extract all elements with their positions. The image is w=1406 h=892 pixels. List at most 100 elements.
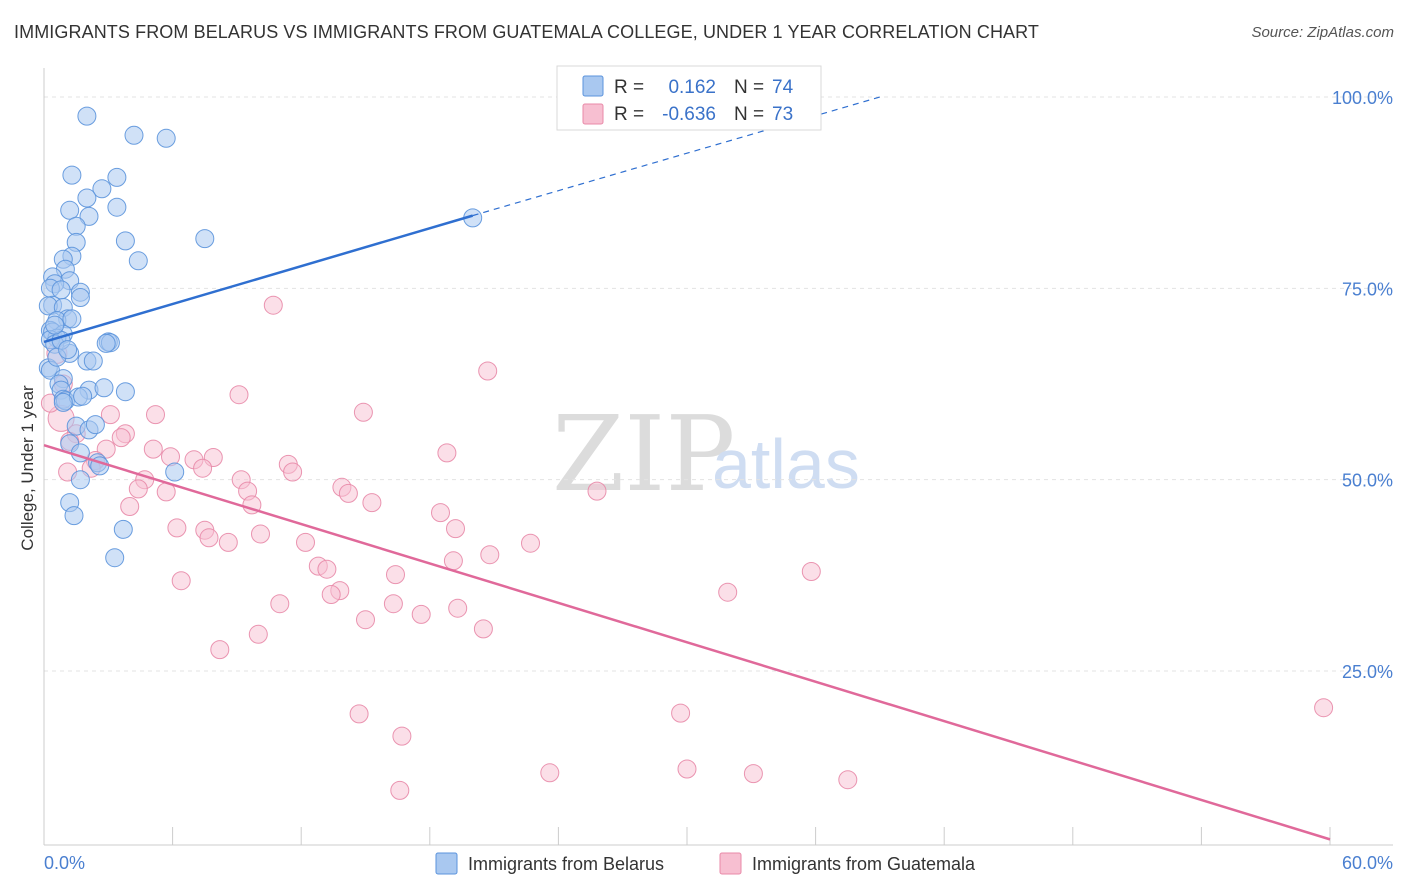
belarus-point (70, 288, 90, 307)
guatemala-point (321, 585, 341, 604)
belarus-point (64, 506, 84, 526)
guatemala-point (353, 402, 373, 422)
stats-r-label-guatemala: R = (614, 104, 644, 125)
guatemala-point (446, 519, 465, 539)
axes (43, 68, 1393, 846)
guatemala-point (718, 582, 738, 602)
chart-title: IMMIGRANTS FROM BELARUS VS IMMIGRANTS FR… (14, 22, 1040, 42)
guatemala-point (229, 385, 249, 405)
guatemala-point (349, 704, 369, 724)
guatemala-point (431, 503, 450, 523)
belarus-point (128, 251, 148, 271)
guatemala-point (171, 571, 191, 591)
belarus-point (77, 106, 97, 126)
belarus-point (92, 179, 112, 199)
guatemala-point (167, 518, 187, 538)
y-axis-label: College, Under 1 year (18, 385, 37, 551)
stats-swatch-belarus (582, 75, 604, 97)
guatemala-point (270, 594, 290, 614)
belarus-point (62, 165, 82, 185)
x-tick-max: 60.0% (1342, 853, 1393, 873)
guatemala-point (677, 759, 697, 779)
stats-n-label-guatemala: N = (734, 104, 764, 125)
belarus-point (94, 378, 114, 398)
guatemala-point (251, 524, 270, 544)
belarus-point (70, 470, 90, 490)
guatemala-point (383, 594, 403, 614)
guatemala-point (143, 439, 163, 459)
stats-r-value-guatemala: -0.636 (662, 104, 716, 125)
belarus-point (113, 519, 133, 539)
guatemala-point (283, 462, 303, 482)
guatemala-point (587, 481, 607, 501)
watermark-zip: ZIP (552, 393, 735, 515)
source-label: Source: ZipAtlas.com (1251, 24, 1394, 41)
legend-label-belarus: Immigrants from Belarus (468, 854, 664, 874)
guatemala-point (146, 405, 165, 425)
guatemala-point (248, 624, 268, 644)
guatemala-point (443, 551, 463, 571)
guatemala-point (411, 604, 431, 624)
stats-box: R = 0.162 N = 74 R = -0.636 N = 73 (556, 65, 822, 131)
belarus-point (62, 309, 82, 329)
series-guatemala (40, 295, 1334, 800)
guatemala-point (448, 598, 468, 618)
guatemala-point (838, 770, 858, 790)
guatemala-point (338, 483, 358, 503)
belarus-point (105, 548, 125, 568)
belarus-point (73, 386, 93, 406)
belarus-point (195, 229, 215, 249)
y-tick-labels: 100.0% 75.0% 50.0% 25.0% (1332, 88, 1393, 682)
belarus-point (53, 392, 73, 412)
legend-label-guatemala: Immigrants from Guatemala (752, 854, 976, 874)
watermark: ZIP atlas (552, 393, 860, 515)
guatemala-point (392, 726, 412, 746)
stats-n-value-belarus: 74 (772, 77, 794, 98)
gridlines (44, 96, 1393, 672)
belarus-point (115, 231, 135, 251)
y-tick-75: 75.0% (1342, 279, 1393, 299)
y-tick-25: 25.0% (1342, 662, 1393, 682)
watermark-atlas: atlas (712, 425, 860, 503)
belarus-point (156, 128, 176, 148)
guatemala-point (356, 610, 375, 630)
guatemala-point (296, 532, 315, 552)
guatemala-point (478, 361, 498, 381)
guatemala-point (437, 443, 457, 463)
trendline-guatemala (43, 444, 1331, 841)
stats-r-value-belarus: 0.162 (668, 77, 716, 98)
legend-swatch-guatemala (719, 852, 742, 875)
guatemala-point (362, 493, 382, 513)
guatemala-point (743, 764, 763, 784)
belarus-point (77, 188, 97, 208)
guatemala-point (263, 295, 283, 315)
legend: Immigrants from Belarus Immigrants from … (435, 852, 976, 875)
y-tick-100: 100.0% (1332, 88, 1393, 108)
y-tick-50: 50.0% (1342, 471, 1393, 491)
x-tick-min: 0.0% (44, 853, 85, 873)
belarus-point (107, 167, 127, 187)
belarus-point (79, 206, 99, 226)
guatemala-point (473, 619, 493, 639)
guatemala-point (100, 405, 120, 425)
stats-n-label-belarus: N = (734, 77, 764, 98)
belarus-point (83, 351, 103, 371)
belarus-point (85, 415, 105, 435)
belarus-point (60, 200, 80, 220)
trendline-belarus (43, 214, 474, 344)
guatemala-point (521, 533, 540, 553)
guatemala-point (801, 562, 821, 581)
guatemala-point (128, 479, 148, 499)
belarus-point (165, 462, 185, 482)
stats-r-label-belarus: R = (614, 77, 644, 98)
guatemala-point (540, 763, 560, 783)
guatemala-point (386, 565, 405, 585)
guatemala-point (218, 532, 238, 552)
belarus-point (58, 340, 78, 360)
guatemala-point (193, 458, 213, 478)
legend-swatch-belarus (435, 852, 458, 875)
guatemala-point (120, 497, 140, 516)
belarus-point (107, 197, 127, 217)
guatemala-point (1314, 698, 1334, 718)
